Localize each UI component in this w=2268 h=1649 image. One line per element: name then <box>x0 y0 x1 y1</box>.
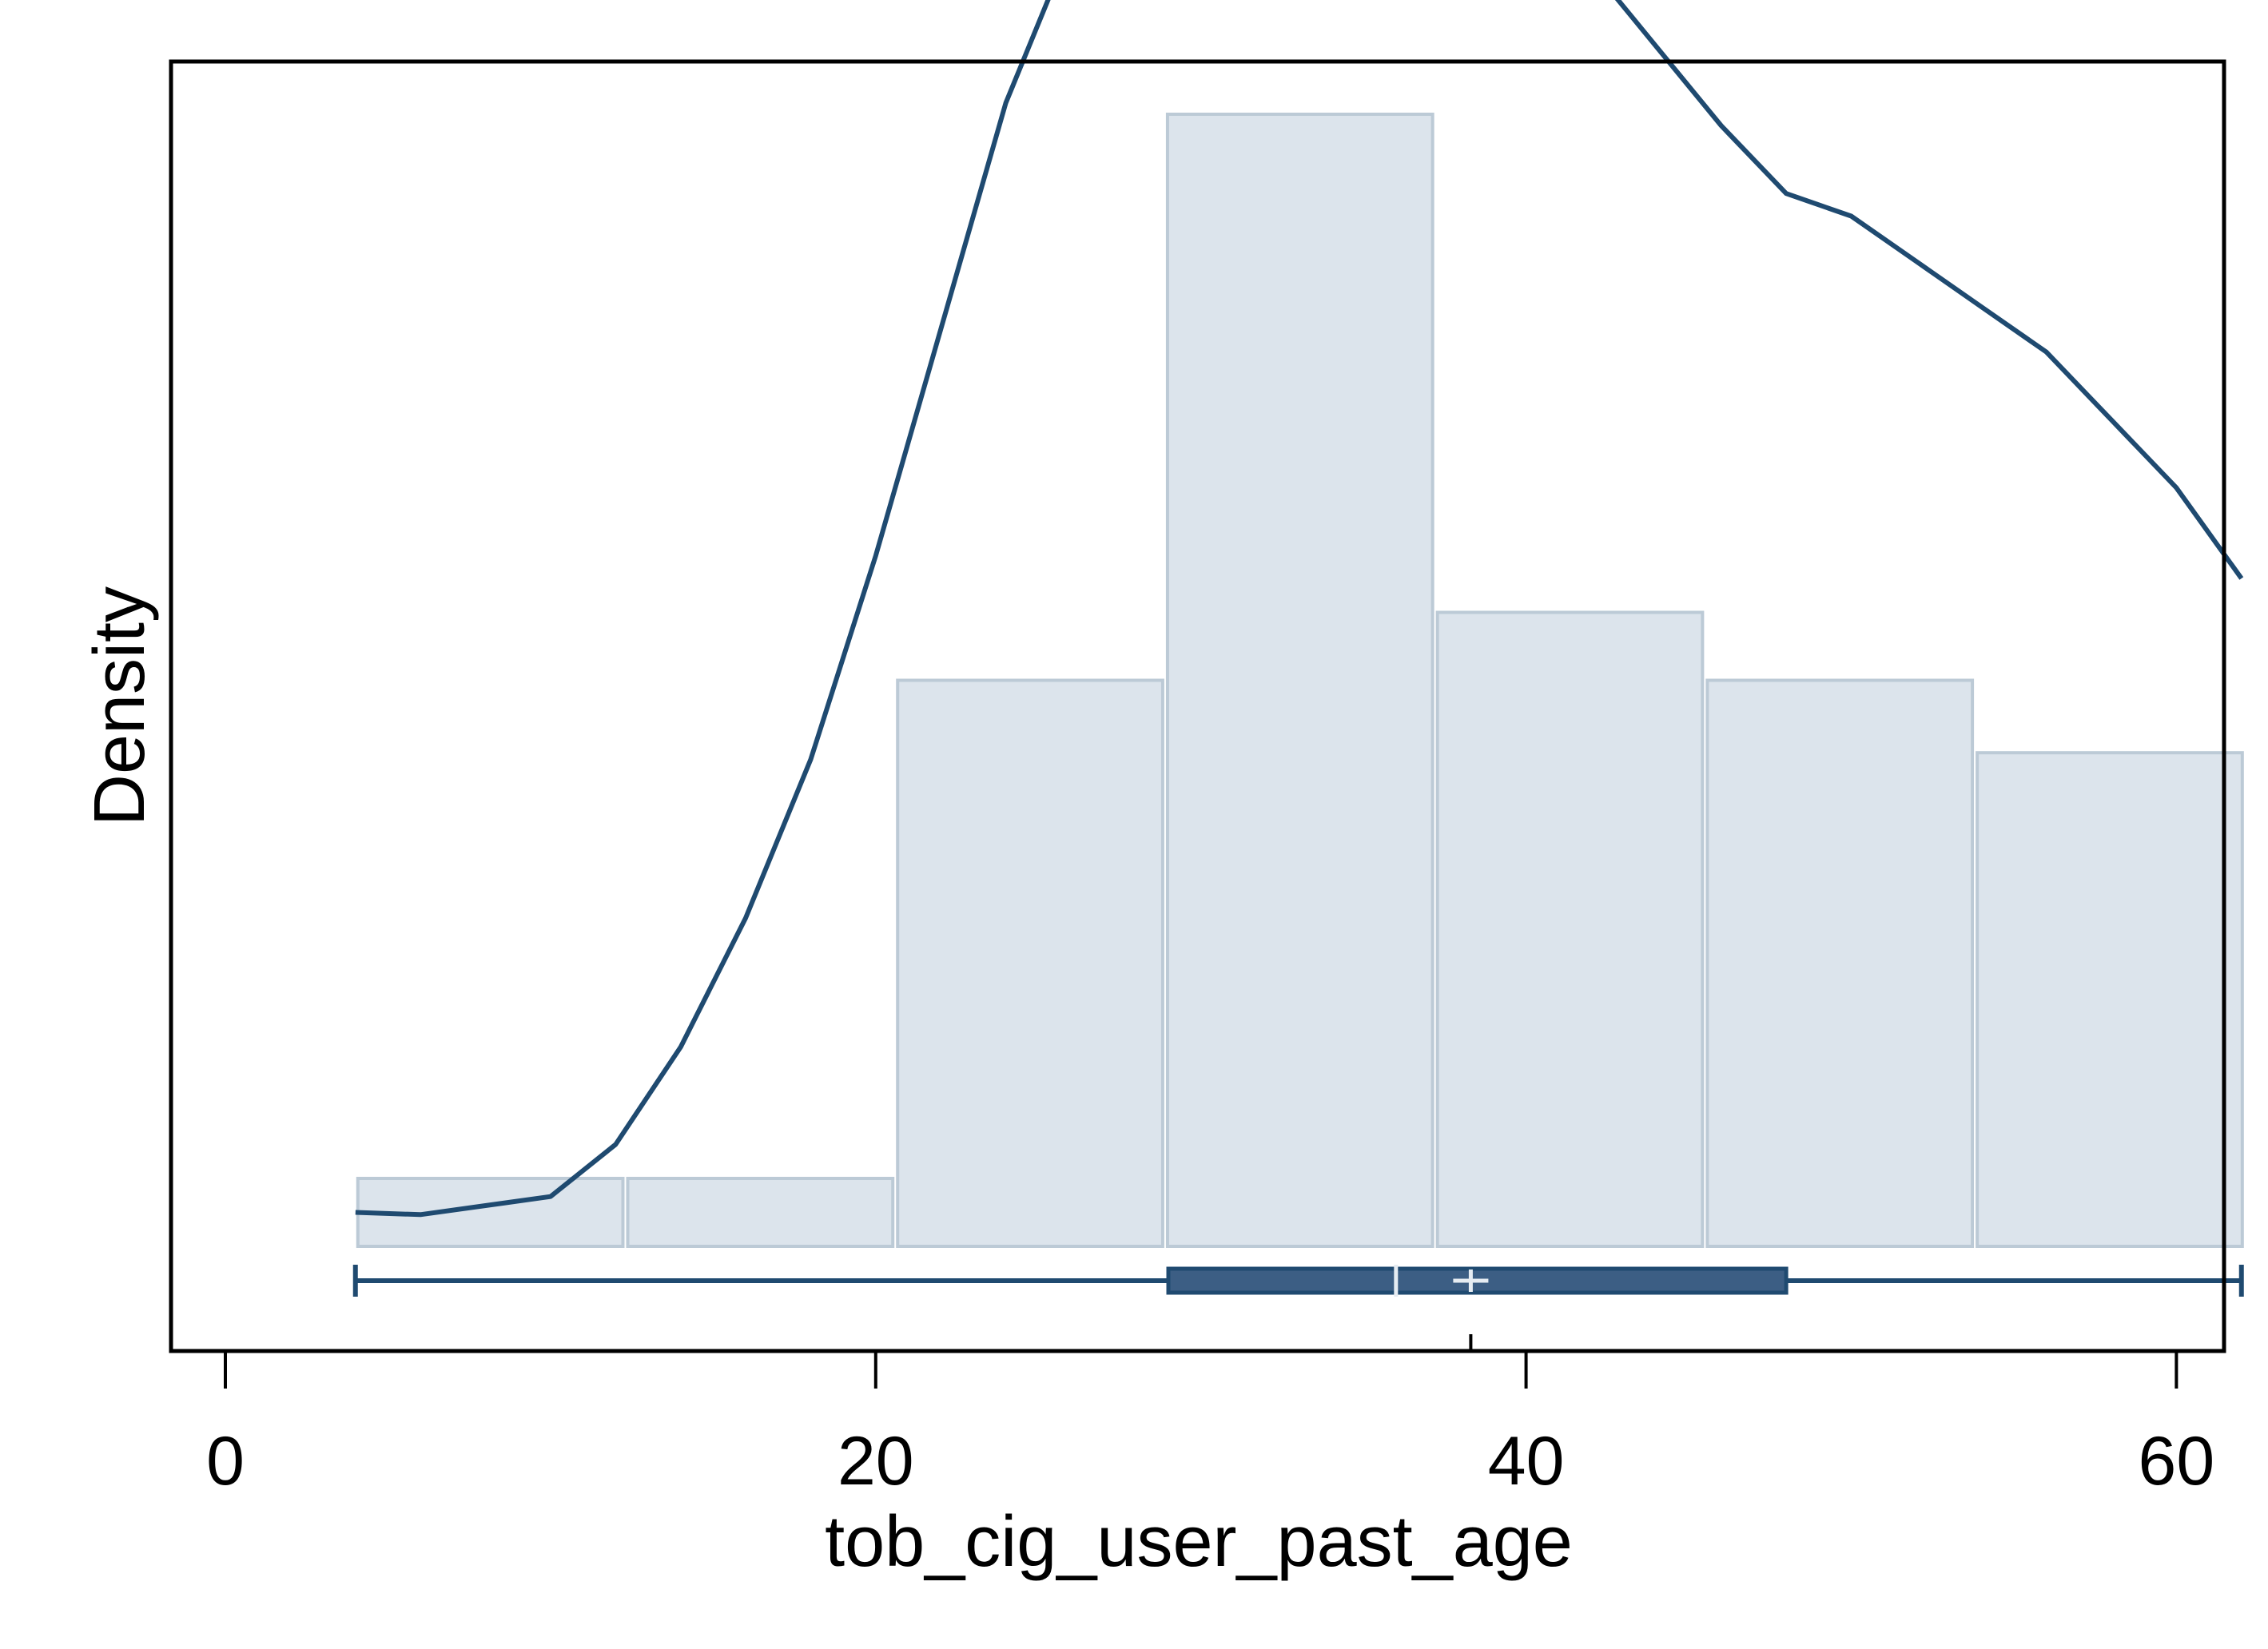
histogram-bar <box>1435 610 1705 1248</box>
density-curve <box>355 0 2244 1218</box>
x-axis: 0 20 40 60 <box>206 1351 2214 1500</box>
histogram-bar <box>896 678 1164 1248</box>
x-tick-label: 40 <box>1488 1423 1565 1500</box>
histogram-bars <box>356 113 2244 1248</box>
x-axis-title: tob_cig_user_past_age <box>825 1502 1573 1582</box>
x-tick-label: 20 <box>838 1423 914 1500</box>
x-tick-label: 0 <box>206 1423 245 1500</box>
y-axis-title: Density <box>80 586 160 826</box>
plot-frame <box>169 59 2226 1353</box>
histogram-bar <box>1705 678 1975 1248</box>
histogram-bar <box>626 1176 895 1248</box>
boxplot-layer <box>352 1265 2244 1351</box>
histogram-bar <box>1165 113 1434 1248</box>
density-curve-layer <box>355 0 2244 1218</box>
x-tick-label: 60 <box>2139 1423 2215 1500</box>
histogram-bar <box>1976 751 2244 1248</box>
